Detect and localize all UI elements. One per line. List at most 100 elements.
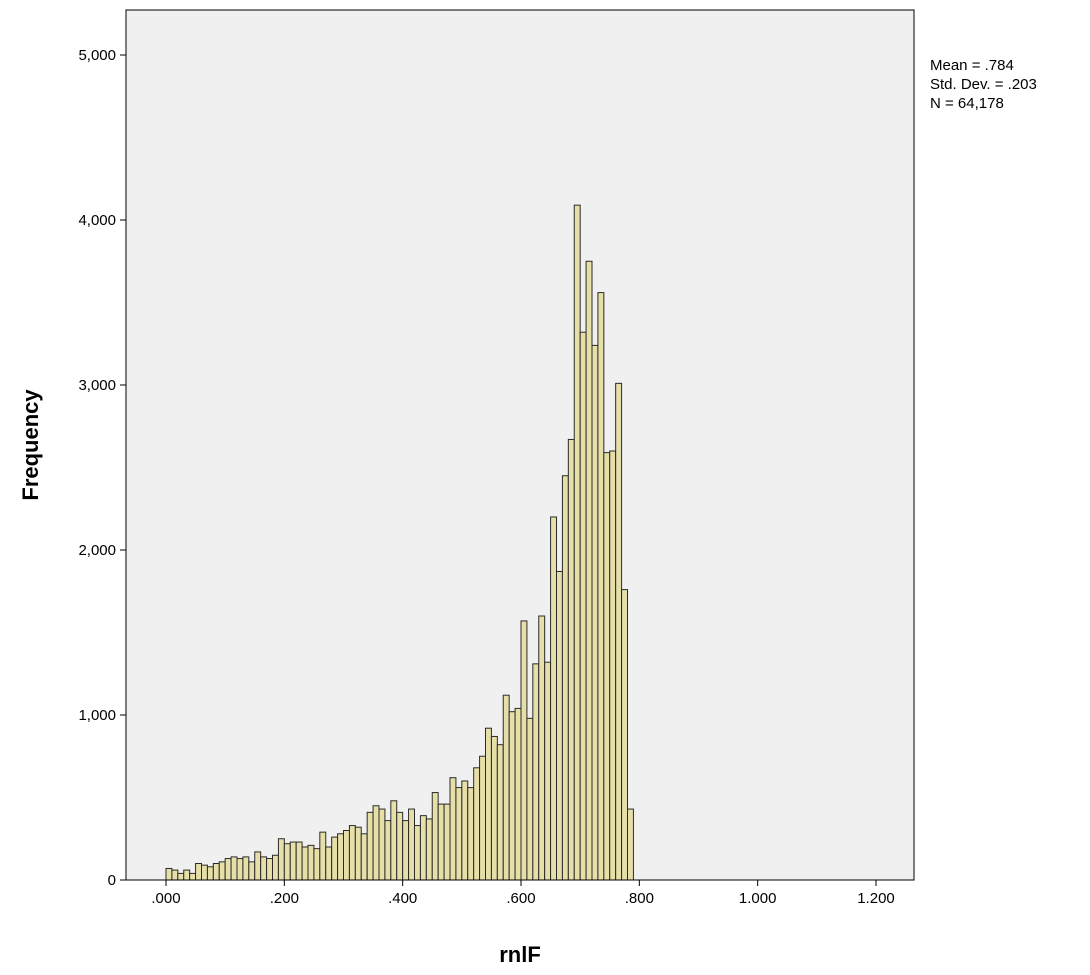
- histogram-bar: [455, 787, 463, 881]
- histogram-bar: [408, 808, 415, 881]
- histogram-bar: [496, 744, 504, 881]
- histogram-bar: [236, 858, 244, 881]
- histogram-bar: [289, 841, 297, 881]
- histogram-bar: [295, 841, 303, 881]
- histogram-bar: [485, 727, 492, 881]
- x-tick-label: .000: [151, 890, 180, 907]
- histogram-bar: [479, 755, 486, 881]
- histogram-bar: [550, 516, 558, 881]
- histogram-bar: [195, 863, 203, 881]
- histogram-bar: [348, 825, 356, 881]
- histogram-bar: [230, 856, 238, 881]
- histogram-bar: [490, 735, 498, 881]
- histogram-bar: [579, 331, 587, 881]
- stat-std-dev: Std. Dev. = .203: [930, 76, 1037, 93]
- histogram-bar: [307, 844, 315, 881]
- y-ticks-group: 0 1,000 2,000 3,000 4,000 5,000: [78, 47, 126, 889]
- histogram-bar: [201, 864, 208, 881]
- histogram-bar: [425, 818, 433, 881]
- histogram-bar: [467, 787, 475, 881]
- histogram-bar: [165, 867, 173, 881]
- y-tick-label: 4,000: [78, 212, 116, 229]
- histogram-bar: [526, 717, 534, 881]
- x-tick-label: .800: [625, 890, 654, 907]
- histogram-bar: [461, 780, 469, 881]
- histogram-bar: [378, 808, 386, 881]
- stat-mean: Mean = .784: [930, 57, 1014, 74]
- histogram-bar: [502, 694, 510, 881]
- histogram-bar: [313, 848, 321, 881]
- histogram-bar: [561, 475, 569, 881]
- statistics-box: Mean = .784 Std. Dev. = .203 N = 64,178: [930, 57, 1037, 112]
- x-axis-title: rnlF: [499, 942, 541, 967]
- histogram-bar: [301, 846, 309, 881]
- histogram-bar: [508, 711, 516, 881]
- histogram-bar: [544, 661, 552, 881]
- histogram-bar: [260, 856, 268, 881]
- stat-n: N = 64,178: [930, 95, 1004, 112]
- histogram-bar: [218, 861, 226, 881]
- histogram-bar: [254, 851, 262, 881]
- histogram-bar: [437, 803, 445, 881]
- histogram-bar: [224, 858, 232, 881]
- histogram-bar: [372, 805, 380, 881]
- histogram-bar: [360, 833, 368, 881]
- histogram-bar: [414, 825, 421, 881]
- histogram-bar: [449, 777, 457, 881]
- histogram-bar: [538, 615, 546, 881]
- histogram-bar: [366, 811, 374, 881]
- histogram-bar: [621, 589, 629, 881]
- histogram-bar: [384, 820, 392, 881]
- histogram-bar: [532, 663, 540, 881]
- histogram-bar: [520, 620, 528, 881]
- histogram-bar: [242, 856, 250, 881]
- histogram-bar: [189, 872, 197, 881]
- histogram-bar: [212, 863, 220, 881]
- histogram-bar: [171, 869, 179, 881]
- y-tick-label: 2,000: [78, 542, 116, 559]
- y-axis-title: Frequency: [18, 389, 43, 501]
- y-tick-label: 1,000: [78, 707, 116, 724]
- histogram-bar: [585, 260, 593, 881]
- histogram-bar: [419, 815, 427, 881]
- histogram-bar: [627, 808, 634, 881]
- histogram-bar: [183, 869, 191, 881]
- histogram-bar: [343, 830, 350, 881]
- histogram-bar: [591, 344, 599, 881]
- histogram-bar: [277, 838, 285, 881]
- y-tick-label: 3,000: [78, 377, 116, 394]
- x-tick-label: .200: [270, 890, 299, 907]
- histogram-bar: [556, 570, 563, 881]
- histogram-bar: [603, 452, 611, 881]
- x-tick-label: .400: [388, 890, 417, 907]
- histogram-bar: [325, 846, 333, 881]
- histogram-bar: [573, 204, 581, 881]
- histogram-bar: [331, 836, 339, 881]
- y-tick-label: 5,000: [78, 47, 116, 64]
- histogram-bar: [177, 872, 185, 881]
- histogram-bar: [283, 843, 291, 881]
- histogram-bar: [206, 866, 214, 881]
- histogram-bar: [402, 820, 410, 881]
- histogram-bar: [354, 826, 362, 881]
- x-ticks-group: .000 .200 .400 .600 .800 1.000 1.200: [151, 880, 895, 907]
- histogram-bar: [390, 800, 398, 881]
- x-tick-label: 1.200: [857, 890, 895, 907]
- histogram-bar: [473, 767, 481, 881]
- histogram-bar: [319, 831, 327, 881]
- y-tick-label: 0: [108, 872, 116, 889]
- histogram-bar: [567, 438, 575, 881]
- histogram-bar: [514, 707, 522, 881]
- histogram-bar: [431, 792, 439, 881]
- histogram-bar: [615, 382, 623, 881]
- histogram-bar: [337, 833, 344, 881]
- histogram-bar: [248, 861, 256, 881]
- histogram-bar: [272, 854, 279, 881]
- x-tick-label: .600: [506, 890, 535, 907]
- histogram-bar: [443, 803, 451, 881]
- histogram-bar: [597, 292, 605, 881]
- histogram-bar: [266, 858, 273, 881]
- x-tick-label: 1.000: [739, 890, 777, 907]
- histogram-bar: [609, 450, 617, 881]
